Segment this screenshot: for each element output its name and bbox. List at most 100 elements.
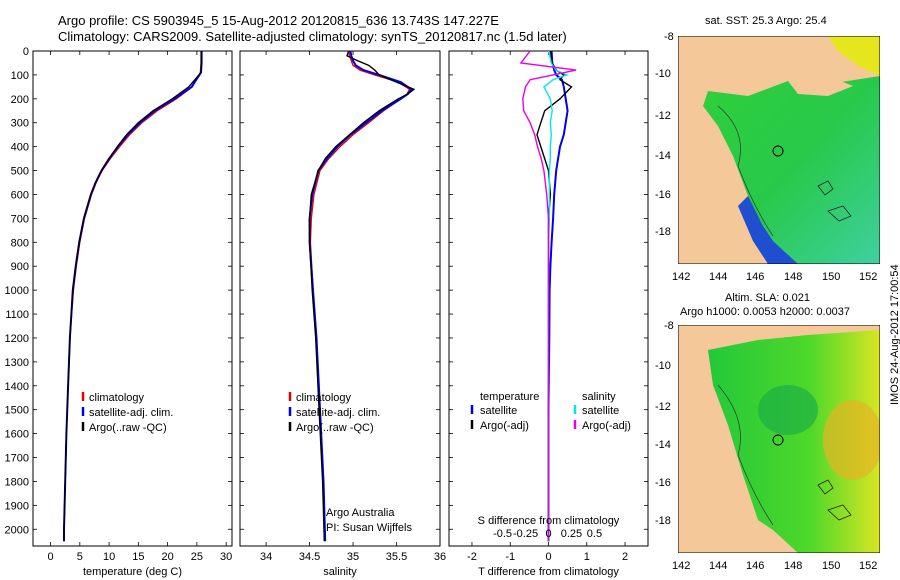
y-tick-label: 800 xyxy=(11,237,29,249)
pi-note: PI: Susan Wijffels xyxy=(326,522,412,534)
y-tick-label: 1900 xyxy=(5,500,29,512)
s-tick-label: 0 xyxy=(545,528,551,540)
x-tick-label: -1 xyxy=(505,551,515,563)
depth-contour xyxy=(717,384,774,526)
x-axis-label: T difference from climatology xyxy=(478,566,619,578)
sla-lon-tick: 148 xyxy=(784,560,803,572)
sst-map xyxy=(678,36,880,264)
s-tick-label: -0.25 xyxy=(513,528,538,540)
cold-coastal-band xyxy=(738,196,798,264)
sst-lat-tick: -12 xyxy=(655,110,671,122)
legend-label: Argo(..raw -QC) xyxy=(89,422,167,434)
sst-lon-tick: 150 xyxy=(822,271,841,283)
x-axis-label: salinity xyxy=(323,566,357,578)
salinity-series-blue xyxy=(308,50,413,542)
salinity-axes-frame xyxy=(239,50,441,547)
sla-lon-tick: 146 xyxy=(746,560,765,572)
legend-label: satellite-adj. clim. xyxy=(89,407,173,419)
y-tick-label: 300 xyxy=(11,118,29,130)
temperature-series-black xyxy=(63,51,203,542)
y-tick-label: 600 xyxy=(11,189,29,201)
sla-lat-tick: -10 xyxy=(655,360,671,372)
y-tick-label: 2000 xyxy=(5,524,29,536)
s-tick-label: -0.5 xyxy=(493,528,512,540)
profile-title: Argo profile: CS 5903945_5 15-Aug-2012 2… xyxy=(58,13,499,28)
x-tick-label: 5 xyxy=(77,551,83,563)
sst-lon-tick: 146 xyxy=(746,271,765,283)
ocean-area xyxy=(703,76,880,264)
legend-label: satellite xyxy=(480,405,517,417)
depth-contour xyxy=(717,105,774,237)
climatology-title: Climatology: CARS2009. Satellite-adjuste… xyxy=(58,29,567,44)
x-tick-label: 2 xyxy=(622,551,628,563)
sla-lat-tick: -12 xyxy=(655,401,671,413)
s-axis-label: S difference from climatology xyxy=(478,515,620,527)
sst-lon-tick: 142 xyxy=(672,271,691,283)
temperature-series-red xyxy=(63,51,202,542)
sla-lat-tick: -8 xyxy=(664,320,674,332)
y-tick-label: 700 xyxy=(11,213,29,225)
y-tick-label: 200 xyxy=(11,94,29,106)
s-tick-label: 0.25 xyxy=(561,528,582,540)
sla-map-title: Altim. SLA: 0.021 xyxy=(725,292,810,304)
sla-map-subtitle: Argo h1000: 0.0053 h2000: 0.0037 xyxy=(680,306,851,318)
sst-lon-tick: 144 xyxy=(709,271,728,283)
ocean-area xyxy=(708,330,880,553)
x-tick-label: 10 xyxy=(103,551,115,563)
sst-lat-tick: -16 xyxy=(655,189,671,201)
sst-lat-tick: -18 xyxy=(655,226,671,238)
sst-lon-tick: 152 xyxy=(859,271,878,283)
difference-series-magenta xyxy=(519,50,577,542)
reef-outline xyxy=(817,479,852,521)
x-tick-label: 35.5 xyxy=(386,551,407,563)
argo-location-marker xyxy=(772,434,784,446)
salinity-series-red xyxy=(309,50,411,542)
y-tick-label: 1600 xyxy=(5,429,29,441)
x-tick-label: -2 xyxy=(467,551,477,563)
x-tick-label: 1 xyxy=(584,551,590,563)
y-tick-label: 1300 xyxy=(5,357,29,369)
x-tick-label: 35 xyxy=(347,551,359,563)
x-tick-label: 30 xyxy=(220,551,232,563)
legend-title-temperature: temperature xyxy=(480,391,539,403)
x-tick-label: 0 xyxy=(47,551,53,563)
difference-series-cyan xyxy=(543,50,569,542)
x-axis-label: temperature (deg C) xyxy=(83,566,182,578)
y-tick-label: 1200 xyxy=(5,333,29,345)
y-tick-label: 1000 xyxy=(5,285,29,297)
legend-label: Argo(-adj) xyxy=(582,420,631,432)
x-tick-label: 20 xyxy=(161,551,173,563)
argo-location-marker xyxy=(772,145,784,157)
high-sla-patch xyxy=(823,400,880,480)
legend-label: satellite-adj. clim. xyxy=(296,407,380,419)
sst-lon-tick: 148 xyxy=(784,271,803,283)
x-tick-label: 34.5 xyxy=(299,551,320,563)
y-tick-label: 1400 xyxy=(5,381,29,393)
institution-note: Argo Australia xyxy=(326,507,395,519)
png-coast xyxy=(788,76,853,96)
legend-label: climatology xyxy=(89,392,145,404)
sla-lat-tick: -14 xyxy=(655,439,671,451)
y-tick-label: 1700 xyxy=(5,453,29,465)
legend-label: satellite xyxy=(582,405,619,417)
low-sla-patch xyxy=(758,385,818,435)
x-tick-label: 25 xyxy=(191,551,203,563)
y-tick-label: 0 xyxy=(23,46,29,58)
y-tick-label: 900 xyxy=(11,261,29,273)
s-tick-label: 0.5 xyxy=(587,528,602,540)
x-tick-label: 0 xyxy=(545,551,551,563)
y-tick-label: 1800 xyxy=(5,476,29,488)
sst-lat-tick: -10 xyxy=(655,68,671,80)
sla-lon-tick: 150 xyxy=(822,560,841,572)
y-tick-label: 1100 xyxy=(5,309,29,321)
sst-map-title: sat. SST: 25.3 Argo: 25.4 xyxy=(705,15,827,27)
x-tick-label: 36 xyxy=(434,551,446,563)
y-tick-label: 100 xyxy=(11,70,29,82)
warm-patch xyxy=(828,36,880,76)
y-tick-label: 500 xyxy=(11,166,29,178)
y-tick-label: 400 xyxy=(11,142,29,154)
sla-lon-tick: 142 xyxy=(672,560,691,572)
legend-title-salinity: salinity xyxy=(582,391,616,403)
sst-lat-tick: -14 xyxy=(655,150,671,162)
